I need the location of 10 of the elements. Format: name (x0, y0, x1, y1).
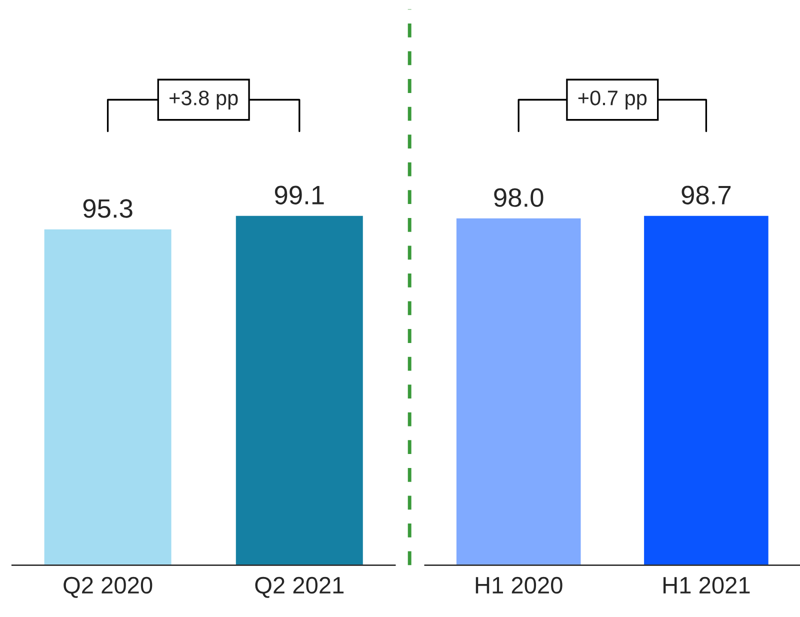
text: +3.8 pp (170, 90, 238, 110)
x-tick-label: Q2 2020 (64, 576, 152, 598)
x-tick-label: Q2 2021 (255, 576, 344, 598)
text: +0.7 pp (578, 90, 647, 110)
data-label: 98.0 (494, 188, 544, 207)
x-tick-label: H1 2021 (664, 576, 750, 594)
data-label: 99.1 (274, 186, 324, 204)
data-label: 98.7 (682, 186, 731, 204)
data-label: 95.3 (83, 199, 132, 218)
x-tick-label: H1 2020 (476, 576, 562, 594)
